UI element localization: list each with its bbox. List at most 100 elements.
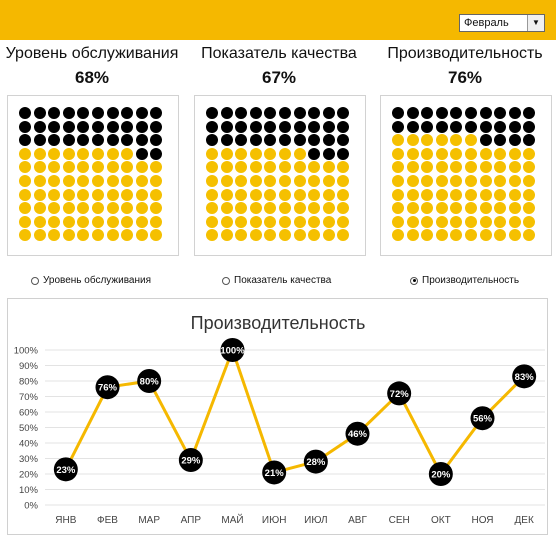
waffle-dot <box>19 188 31 201</box>
waffle-dot <box>392 188 404 201</box>
waffle-dot <box>77 161 90 174</box>
waffle-dot <box>19 147 31 160</box>
radio-service-level[interactable]: Уровень обслуживания <box>31 275 151 286</box>
data-point <box>137 369 162 393</box>
waffle-dot <box>308 161 321 174</box>
waffle-dot <box>48 147 61 160</box>
waffle-dot <box>77 188 90 201</box>
waffle-dot <box>33 175 46 187</box>
data-label: 56% <box>473 414 493 425</box>
radio-quality[interactable]: Показатель качества <box>222 275 331 286</box>
waffle-dot <box>48 120 61 133</box>
waffle-dot <box>494 202 507 215</box>
y-tick-label: 90% <box>19 361 39 372</box>
waffle-dot <box>435 188 448 201</box>
waffle-dot <box>206 134 218 147</box>
waffle-dot <box>92 215 104 228</box>
waffle-dot <box>279 147 291 160</box>
waffle-dot <box>465 229 477 242</box>
waffle-dot <box>392 229 404 242</box>
waffle-dot <box>435 202 448 215</box>
x-tick-label: АПР <box>181 515 202 526</box>
chevron-down-icon[interactable]: ▼ <box>527 15 544 31</box>
waffle-dot <box>421 202 434 215</box>
waffle-dot <box>406 175 419 187</box>
chart-panel <box>7 298 548 535</box>
kpi-quality: Показатель качества 67% <box>187 44 371 88</box>
data-point <box>262 460 287 485</box>
waffle-dot <box>337 147 350 160</box>
waffle-dot <box>48 215 61 228</box>
waffle-dot <box>206 229 218 242</box>
waffle-dot <box>249 188 262 201</box>
data-point <box>345 421 370 446</box>
data-point <box>512 364 537 389</box>
waffle-dot <box>421 120 434 133</box>
waffle-dot <box>150 134 163 147</box>
waffle-dot <box>264 202 277 215</box>
waffle-dot <box>33 107 46 119</box>
waffle-dot <box>121 215 134 228</box>
waffle-dot <box>121 107 134 119</box>
waffle-dot <box>435 120 448 133</box>
waffle-dot <box>508 175 521 187</box>
waffle-dot <box>33 229 46 242</box>
waffle-dot <box>392 147 404 160</box>
waffle-dot <box>465 202 477 215</box>
waffle-dot <box>406 107 419 119</box>
waffle-dot <box>220 161 233 174</box>
waffle-dot <box>220 107 233 119</box>
waffle-dot <box>77 175 90 187</box>
waffle-dot <box>308 147 321 160</box>
waffle-dot <box>508 161 521 174</box>
waffle-dot <box>121 161 134 174</box>
kpi-title: Уровень обслуживания <box>5 45 179 62</box>
waffle-dot <box>392 215 404 228</box>
waffle-dot <box>494 188 507 201</box>
waffle-dot <box>48 202 61 215</box>
radio-button[interactable] <box>222 276 230 285</box>
data-point <box>387 381 412 406</box>
x-tick-label: ДЕК <box>515 515 534 526</box>
waffle-dot <box>279 202 291 215</box>
data-point <box>53 457 78 482</box>
waffle-dot <box>92 229 104 242</box>
waffle-dot <box>406 161 419 174</box>
data-point <box>95 375 120 400</box>
waffle-dot <box>150 202 163 215</box>
waffle-dot <box>421 147 434 160</box>
waffle-dot <box>279 215 291 228</box>
waffle-grid-quality <box>194 95 366 256</box>
x-tick-label: МАР <box>138 515 160 526</box>
waffle-dot <box>62 161 75 174</box>
waffle-dot <box>135 229 148 242</box>
waffle-dot <box>92 147 104 160</box>
waffle-dot <box>206 161 218 174</box>
waffle-dot <box>465 188 477 201</box>
waffle-dot <box>494 229 507 242</box>
waffle-dot <box>406 147 419 160</box>
waffle-dot <box>135 161 148 174</box>
month-dropdown[interactable]: Февраль ▼ <box>459 14 545 32</box>
waffle-grid-service-level <box>7 95 179 256</box>
waffle-dot <box>220 215 233 228</box>
data-label: 28% <box>306 457 326 468</box>
waffle-dot <box>150 215 163 228</box>
data-label: 29% <box>181 456 201 467</box>
waffle-dot <box>421 215 434 228</box>
waffle-dot <box>106 175 119 187</box>
radio-button[interactable] <box>31 276 39 285</box>
waffle-dot <box>293 188 306 201</box>
radio-button[interactable] <box>410 276 418 285</box>
waffle-dot <box>249 134 262 147</box>
radio-productivity[interactable]: Производительность <box>410 275 519 286</box>
waffle-dot <box>435 161 448 174</box>
x-tick-label: АВГ <box>348 515 367 526</box>
waffle-dot <box>235 175 248 187</box>
waffle-dot <box>508 120 521 133</box>
waffle-dot <box>19 134 31 147</box>
waffle-dot <box>308 134 321 147</box>
waffle-dot <box>337 161 350 174</box>
waffle-dot <box>77 107 90 119</box>
waffle-dot <box>33 147 46 160</box>
